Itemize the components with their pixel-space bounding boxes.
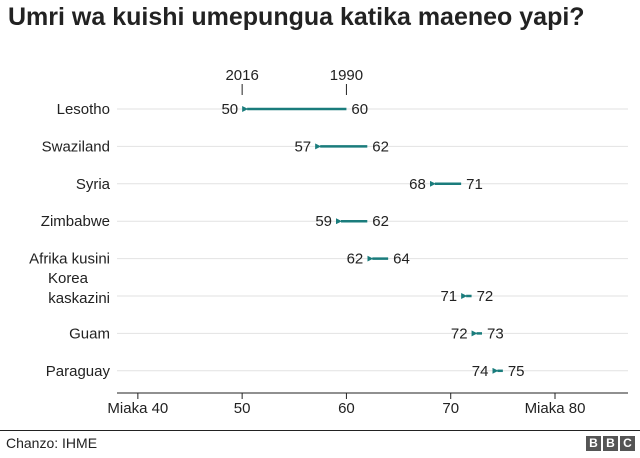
row-label: Guam [69, 325, 110, 342]
value-1990-label: 71 [466, 176, 483, 193]
logo-letter-b1: B [586, 436, 601, 451]
x-tick-label: 60 [338, 400, 355, 417]
value-2016-label: 74 [472, 363, 489, 380]
source-note: Chanzo: IHME [6, 435, 98, 451]
value-1990-label: 62 [372, 213, 389, 230]
row-label: Korea [48, 270, 89, 287]
value-2016-label: 50 [221, 101, 238, 118]
value-2016-label: 71 [440, 288, 457, 305]
chart-area: Miaka 40 50 60 70 Miaka 80 2016 1990 Lesotho 50 6… [29, 67, 628, 417]
value-1990-label: 62 [372, 138, 389, 155]
row-label: Swaziland [42, 138, 110, 155]
logo-letter-b2: B [603, 436, 618, 451]
x-tick-label: Miaka 40 [107, 400, 168, 417]
chart-title: Umri wa kuishi umepungua katika maeneo y… [8, 3, 585, 31]
x-tick-label: Miaka 80 [525, 400, 586, 417]
row-label: Afrika kusini [29, 251, 110, 268]
value-2016-label: 68 [409, 176, 426, 193]
row-label: Zimbabwe [41, 213, 110, 230]
row-label: Syria [76, 176, 111, 193]
value-1990-label: 72 [477, 288, 494, 305]
row-label: Paraguay [46, 363, 111, 380]
value-2016-label: 72 [451, 325, 468, 342]
bbc-logo: B B C [586, 436, 635, 451]
x-tick-label: 50 [234, 400, 251, 417]
value-1990-label: 64 [393, 251, 410, 268]
series-label-1990: 1990 [330, 67, 363, 84]
value-1990-label: 73 [487, 325, 504, 342]
row-label: Lesotho [57, 101, 110, 118]
x-tick-label: 70 [442, 400, 459, 417]
value-2016-label: 59 [315, 213, 332, 230]
row-label: kaskazini [48, 290, 110, 307]
value-2016-label: 62 [347, 251, 364, 268]
series-label-2016: 2016 [225, 67, 258, 84]
value-1990-label: 75 [508, 363, 525, 380]
value-2016-label: 57 [294, 138, 311, 155]
value-1990-label: 60 [351, 101, 368, 118]
logo-letter-c: C [620, 436, 635, 451]
footer-divider [0, 430, 640, 431]
